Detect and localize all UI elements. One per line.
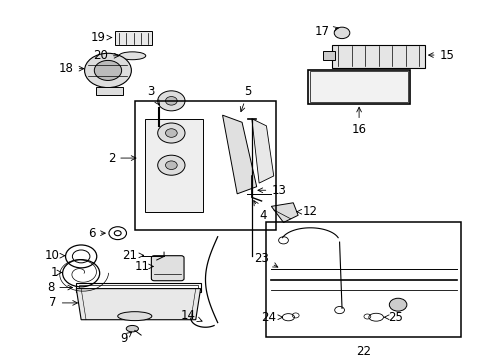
Ellipse shape [119,52,145,60]
Text: 3: 3 [146,85,159,105]
Circle shape [333,27,349,39]
Text: 1: 1 [50,266,61,279]
Bar [96,87,122,95]
Bar [331,45,424,68]
Text: 21: 21 [122,249,143,262]
Circle shape [94,60,122,80]
Polygon shape [271,203,298,222]
Polygon shape [251,119,273,183]
Bar [310,71,407,102]
Circle shape [158,91,184,111]
Text: 22: 22 [356,345,371,358]
Circle shape [165,161,177,170]
Text: 20: 20 [93,49,119,62]
Text: 23: 23 [253,252,277,267]
Text: 4: 4 [253,201,266,222]
Text: 24: 24 [261,311,282,324]
Circle shape [165,96,177,105]
Text: 18: 18 [59,62,83,75]
Bar [76,283,200,292]
Circle shape [165,129,177,137]
Circle shape [158,123,184,143]
Text: 8: 8 [47,281,72,294]
Bar [79,285,198,291]
Text: 6: 6 [88,227,105,240]
Text: 12: 12 [296,205,317,218]
Text: 25: 25 [384,311,403,324]
Text: 13: 13 [258,184,285,197]
Text: 10: 10 [44,249,65,262]
Text: 19: 19 [90,31,111,44]
Text: 2: 2 [107,152,136,165]
Text: 17: 17 [314,25,338,38]
Text: 9: 9 [120,332,131,345]
Bar [115,31,152,45]
Text: 16: 16 [351,107,366,136]
Ellipse shape [118,312,152,321]
Bar [135,101,276,230]
Bar [266,222,461,337]
Text: 15: 15 [428,49,453,62]
Text: 5: 5 [240,85,251,112]
Polygon shape [222,115,256,194]
Text: 7: 7 [49,296,77,309]
Polygon shape [76,289,200,320]
Circle shape [388,298,406,311]
Bar [144,119,203,212]
Circle shape [84,53,131,87]
FancyBboxPatch shape [151,256,183,281]
Text: 11: 11 [134,260,153,273]
Text: 14: 14 [181,309,202,322]
Ellipse shape [126,325,138,332]
Bar [322,51,334,60]
Circle shape [158,155,184,175]
Bar [307,69,409,104]
